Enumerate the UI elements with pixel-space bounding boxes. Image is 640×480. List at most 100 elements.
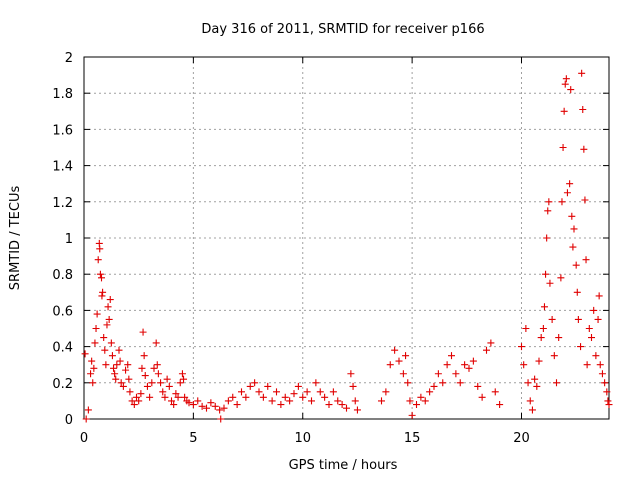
data-point xyxy=(294,382,302,390)
data-point xyxy=(560,107,568,115)
data-point xyxy=(553,379,560,387)
data-point xyxy=(176,379,184,387)
data-point xyxy=(103,321,111,329)
data-point xyxy=(603,388,611,396)
data-point xyxy=(478,393,486,401)
data-point xyxy=(96,270,104,278)
data-point xyxy=(567,86,575,94)
data-point xyxy=(140,352,148,360)
data-point xyxy=(119,382,127,390)
data-point xyxy=(139,328,147,336)
data-point xyxy=(106,296,114,304)
data-point xyxy=(561,80,569,88)
data-point xyxy=(128,397,136,405)
y-tick-label: 1.4 xyxy=(52,160,73,175)
data-point xyxy=(122,366,130,374)
data-point xyxy=(115,346,123,354)
data-point xyxy=(124,361,132,369)
y-tick-label: 1.2 xyxy=(52,196,73,211)
data-point xyxy=(181,393,189,401)
data-point xyxy=(583,361,591,369)
data-point xyxy=(238,388,245,396)
data-point xyxy=(217,415,225,423)
data-point xyxy=(146,393,154,401)
data-point xyxy=(91,339,99,347)
data-point xyxy=(487,339,495,347)
data-point xyxy=(90,364,98,372)
data-point xyxy=(550,352,558,360)
data-point xyxy=(439,379,447,387)
data-point xyxy=(138,364,146,372)
data-point xyxy=(580,145,588,153)
y-tick-label: 1 xyxy=(65,232,73,247)
data-point xyxy=(404,379,412,387)
data-point xyxy=(116,357,124,365)
data-point xyxy=(216,406,224,414)
data-points xyxy=(81,69,613,423)
data-point xyxy=(461,361,469,369)
data-point xyxy=(582,256,590,264)
y-tick-label: 0.8 xyxy=(52,268,73,283)
data-point xyxy=(130,401,138,409)
data-point xyxy=(242,393,250,401)
data-point xyxy=(153,361,161,369)
data-point xyxy=(590,306,598,314)
data-point xyxy=(391,346,399,354)
data-point xyxy=(198,402,206,410)
y-tick-label: 2 xyxy=(65,51,73,66)
data-point xyxy=(577,343,585,351)
data-point xyxy=(601,379,609,387)
data-point xyxy=(259,393,267,401)
data-point xyxy=(452,370,460,378)
data-point xyxy=(585,325,593,332)
grid xyxy=(84,57,609,419)
data-point xyxy=(277,401,285,409)
data-point xyxy=(321,393,329,401)
data-point xyxy=(233,401,241,409)
data-point xyxy=(102,361,110,369)
data-point xyxy=(443,361,451,369)
data-point xyxy=(417,393,425,401)
data-point xyxy=(224,397,232,405)
data-point xyxy=(545,198,553,206)
data-point xyxy=(469,357,477,365)
data-point xyxy=(161,393,169,401)
data-point xyxy=(555,334,563,342)
data-point xyxy=(349,382,357,390)
data-point xyxy=(430,382,438,390)
data-point xyxy=(329,388,337,396)
data-point xyxy=(281,393,289,401)
data-point xyxy=(94,256,102,264)
data-point xyxy=(526,397,534,405)
data-point xyxy=(382,388,390,396)
data-point xyxy=(434,370,442,378)
data-point xyxy=(135,397,143,405)
data-point xyxy=(99,288,107,296)
data-point xyxy=(112,375,120,383)
data-point xyxy=(574,315,582,323)
data-point xyxy=(448,352,455,360)
data-point xyxy=(93,310,101,318)
data-point xyxy=(325,401,333,409)
data-point xyxy=(598,370,606,378)
data-point xyxy=(104,303,112,311)
data-point xyxy=(137,390,145,398)
data-point xyxy=(596,361,604,369)
data-point xyxy=(82,415,90,423)
data-point xyxy=(143,382,151,390)
data-point xyxy=(174,393,182,401)
data-point xyxy=(148,379,156,387)
data-point xyxy=(308,397,315,405)
data-point xyxy=(207,399,215,407)
data-point xyxy=(518,343,525,351)
data-point xyxy=(125,375,133,383)
data-point xyxy=(152,339,160,347)
data-point xyxy=(548,315,556,323)
data-point xyxy=(98,292,106,300)
data-point xyxy=(141,372,149,380)
data-point xyxy=(264,382,272,390)
data-point xyxy=(522,325,530,332)
data-point xyxy=(491,388,499,396)
